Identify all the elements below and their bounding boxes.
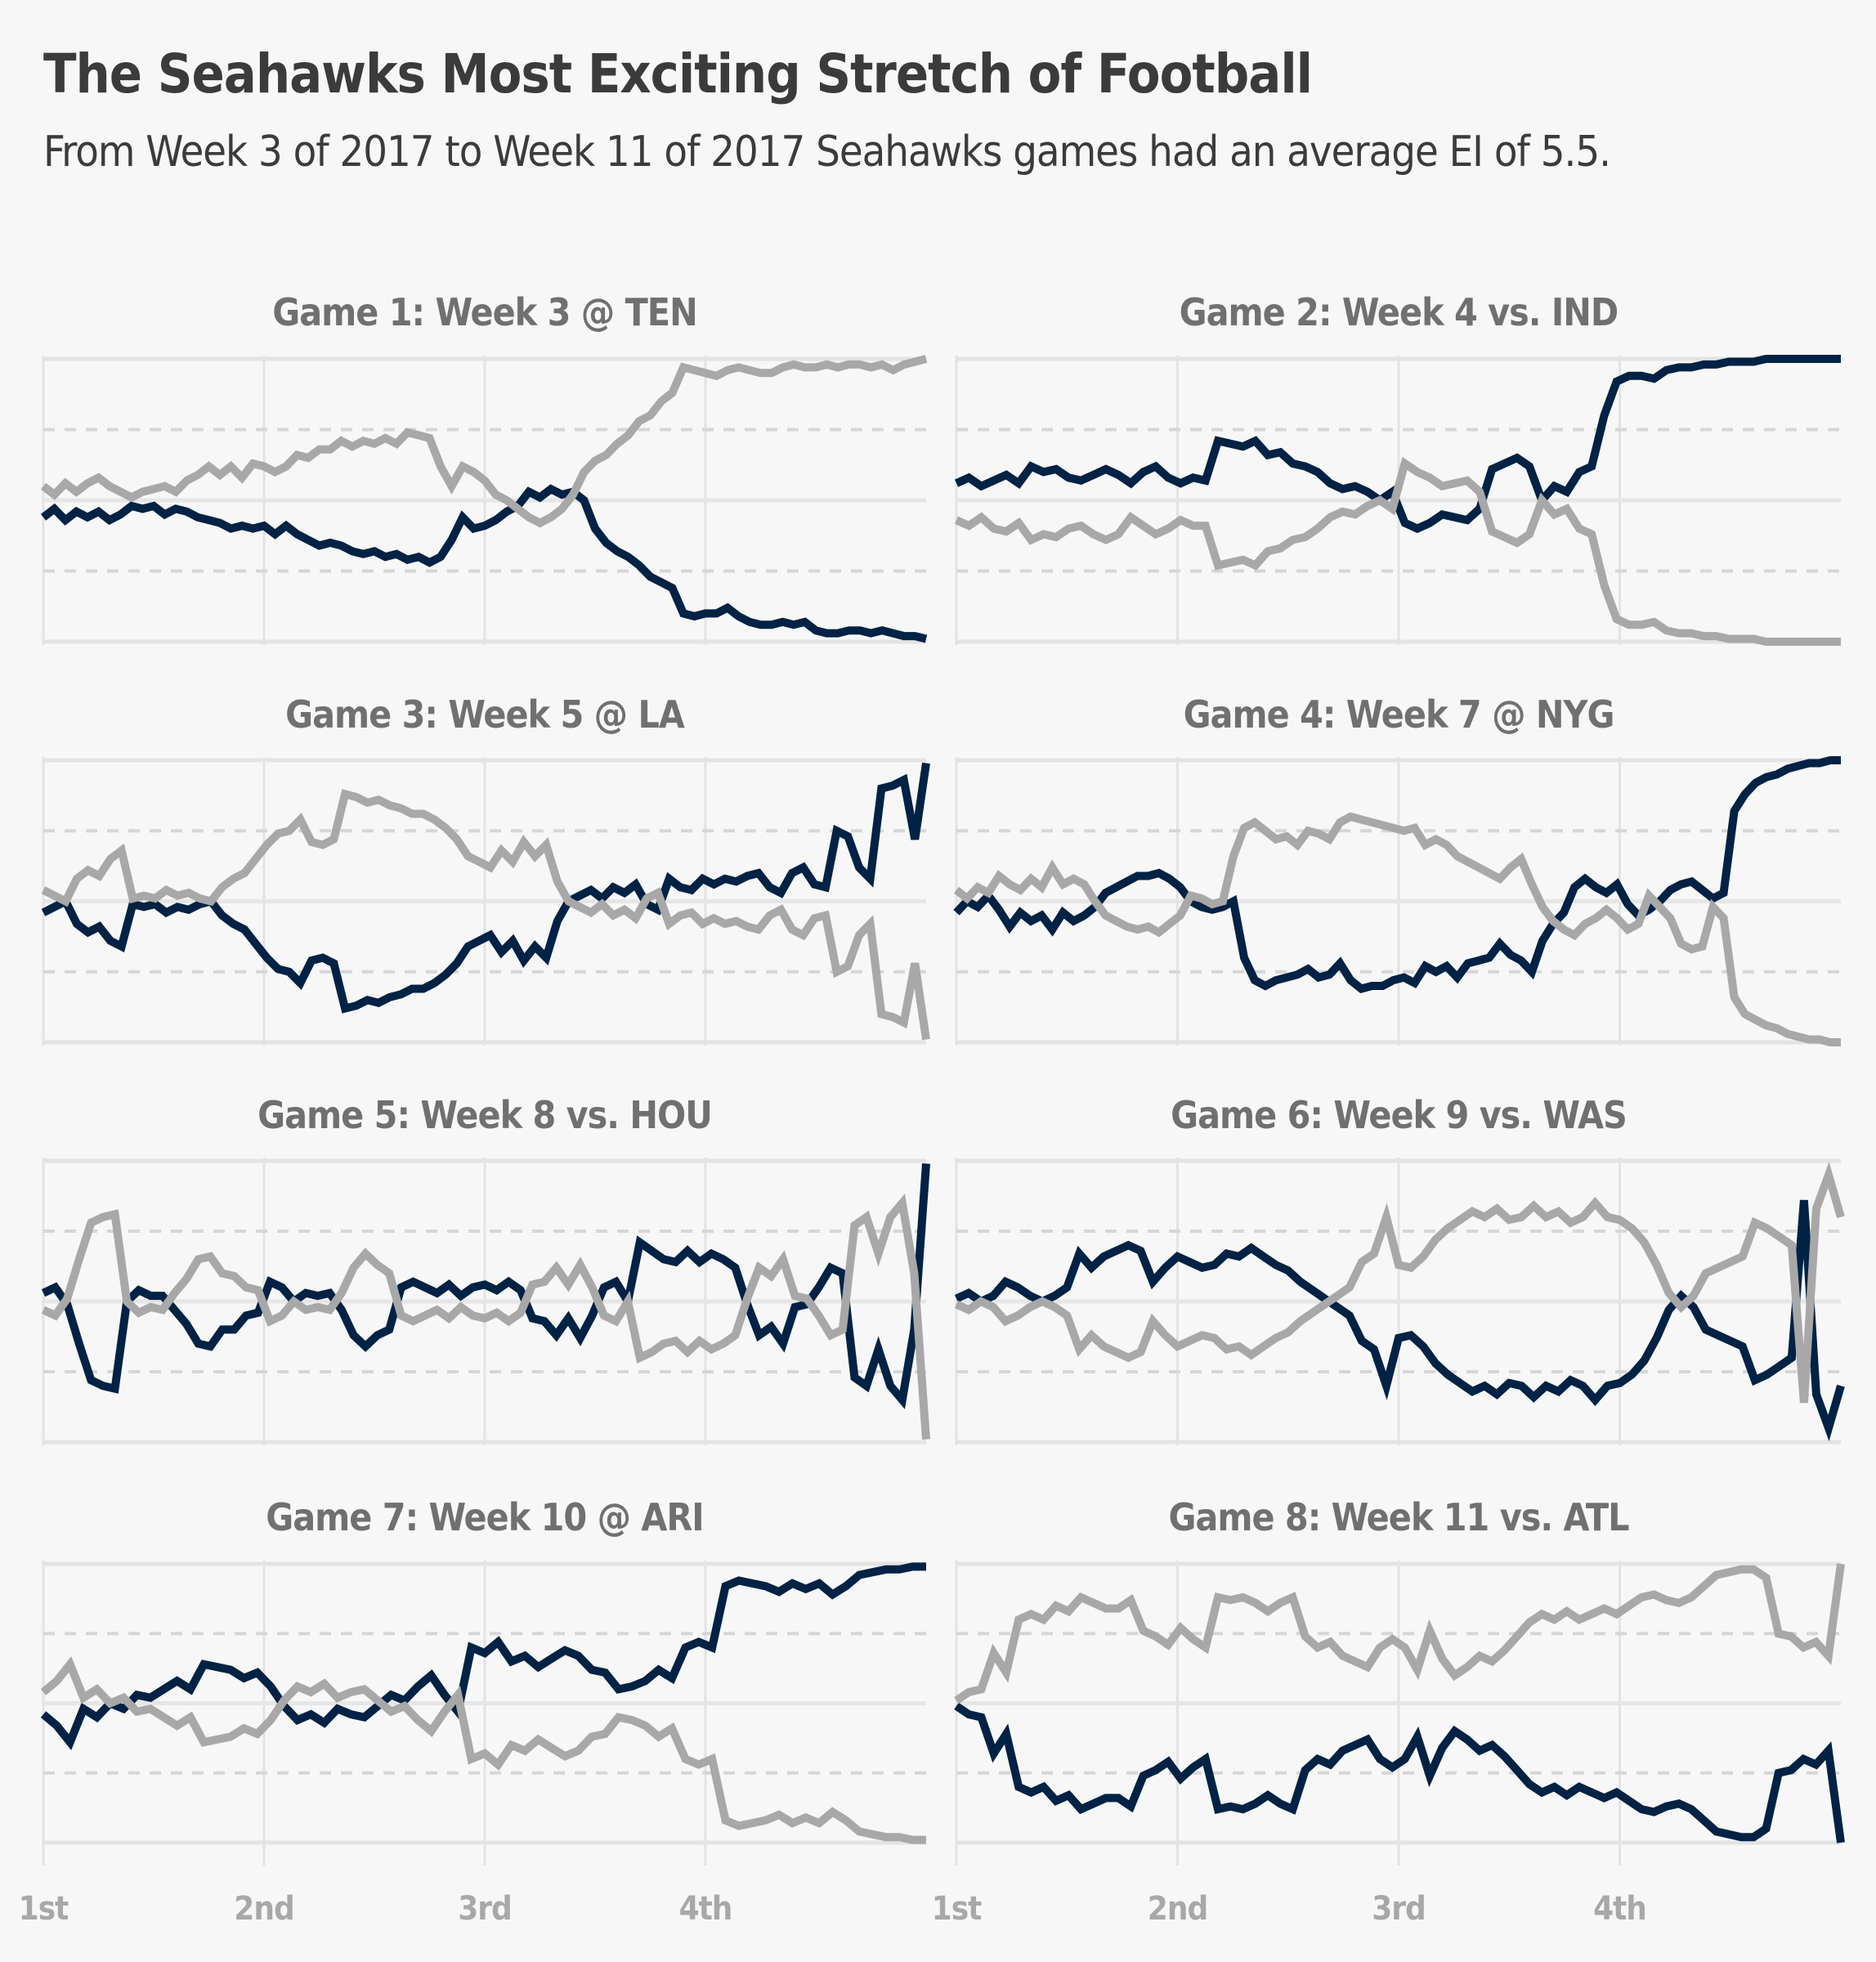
- series-opponent-line: [41, 789, 930, 1041]
- series-opponent-line: [953, 812, 1841, 1046]
- series-seahawks-line: [40, 484, 928, 643]
- panel-title: Game 6: Week 9 vs. WAS: [1171, 1093, 1627, 1137]
- series-seahawks-line: [954, 355, 1841, 534]
- panel-game-6: Game 6: Week 9 vs. WAS: [954, 1093, 1845, 1445]
- x-tick-label: 4th: [679, 1890, 732, 1928]
- panel-title: Game 3: Week 5 @ LA: [285, 692, 685, 737]
- x-tick-label: 1st: [19, 1890, 69, 1928]
- panel-game-8: Game 8: Week 11 vs. ATL 1st 2nd 3rd 4th: [932, 1495, 1845, 1928]
- series-opponent-line: [954, 1162, 1845, 1404]
- panel-title: Game 1: Week 3 @ TEN: [272, 290, 696, 334]
- x-tick-label: 3rd: [1372, 1890, 1426, 1928]
- series-opponent-line: [954, 456, 1841, 646]
- series-opponent-line: [40, 355, 928, 528]
- panel-game-1: Game 1: Week 3 @ TEN: [40, 290, 928, 645]
- x-tick-label: 2nd: [234, 1890, 293, 1928]
- x-tick-label: 1st: [932, 1890, 982, 1928]
- series-seahawks-line: [41, 1163, 930, 1409]
- panel-game-3: Game 3: Week 5 @ LA: [41, 692, 930, 1046]
- panel-game-4: Game 4: Week 7 @ NYG: [953, 692, 1841, 1046]
- chart-subtitle: From Week 3 of 2017 to Week 11 of 2017 S…: [43, 128, 1611, 177]
- panel-title: Game 8: Week 11 vs. ATL: [1168, 1495, 1629, 1539]
- panel-title: Game 4: Week 7 @ NYG: [1184, 692, 1614, 737]
- panel-title: Game 2: Week 4 vs. IND: [1180, 290, 1619, 334]
- series-opponent-line: [40, 1655, 926, 1844]
- panel-game-2: Game 2: Week 4 vs. IND: [954, 290, 1841, 646]
- chart-title: The Seahawks Most Exciting Stretch of Fo…: [43, 43, 1313, 105]
- panel-title: Game 5: Week 8 vs. HOU: [257, 1093, 712, 1137]
- panel-game-5: Game 5: Week 8 vs. HOU: [41, 1093, 930, 1445]
- panel-title: Game 7: Week 10 @ ARI: [266, 1495, 703, 1539]
- x-tick-label: 3rd: [458, 1890, 512, 1928]
- series-opponent-line: [954, 1563, 1845, 1704]
- series-seahawks-line: [954, 1199, 1845, 1441]
- series-seahawks-line: [41, 762, 930, 1014]
- x-tick-label: 2nd: [1148, 1890, 1207, 1928]
- x-tick-label: 4th: [1593, 1890, 1646, 1928]
- series-seahawks-line: [40, 1562, 926, 1751]
- panel-game-7: Game 7: Week 10 @ ARI 1st 2nd 3rd 4th: [19, 1495, 926, 1928]
- series-seahawks-line: [954, 1702, 1845, 1843]
- series-seahawks-line: [953, 756, 1841, 993]
- series-opponent-line: [41, 1194, 930, 1440]
